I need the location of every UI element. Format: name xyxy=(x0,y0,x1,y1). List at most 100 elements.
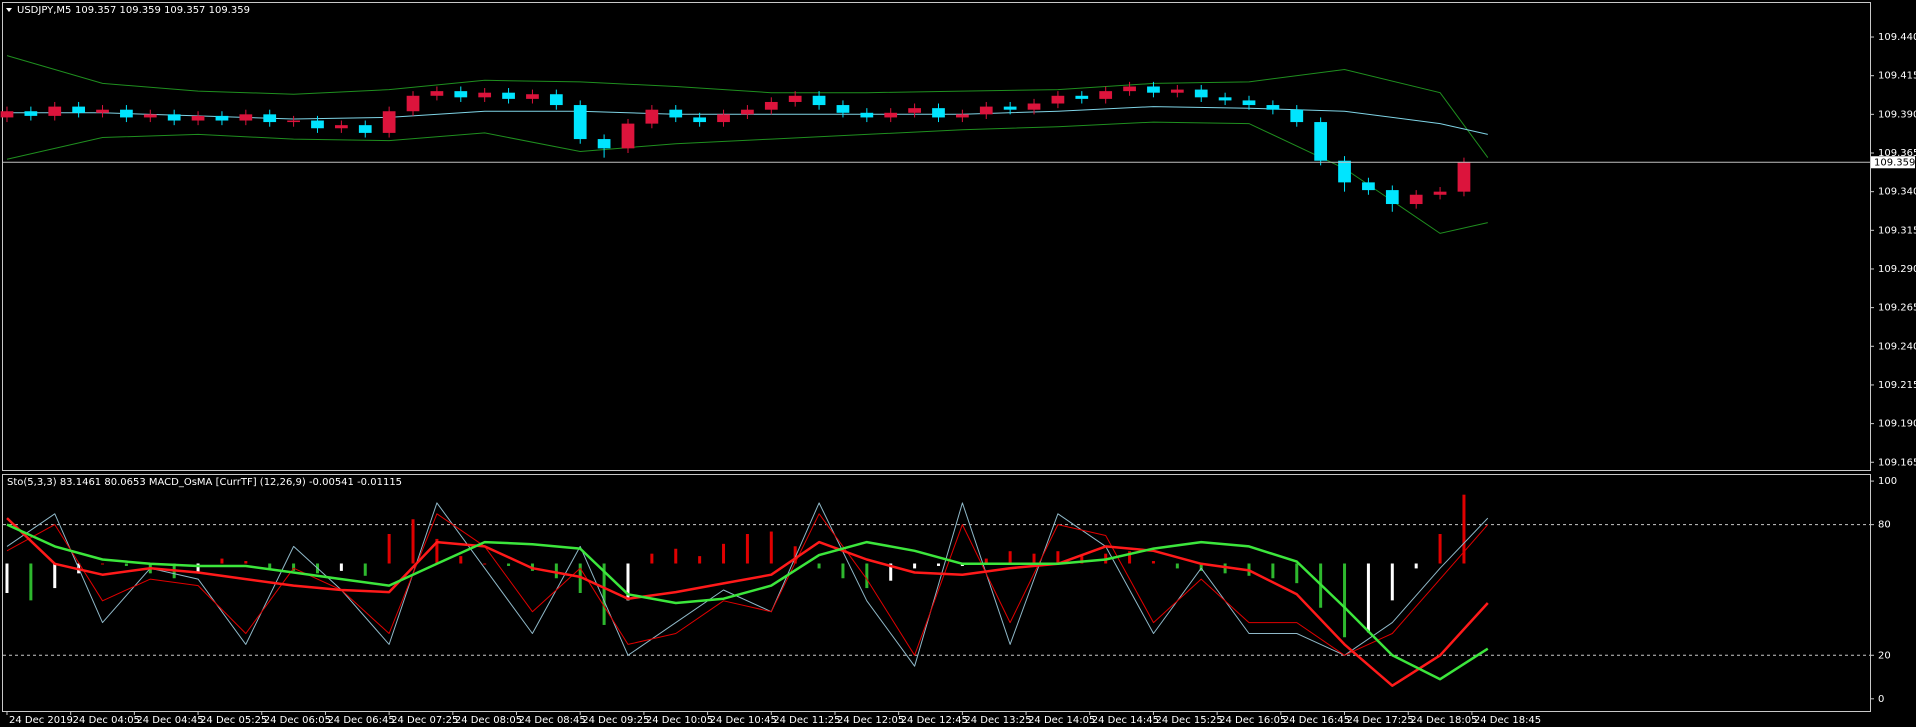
x-tick-label: 24 Dec 05:25 xyxy=(200,715,267,726)
candle-body xyxy=(1385,190,1399,205)
y-tick-label: 109.265 xyxy=(1878,303,1916,314)
histogram-bar xyxy=(698,556,702,564)
overlay-line xyxy=(6,121,1488,234)
candle-body xyxy=(526,94,539,99)
candle-body xyxy=(143,114,157,118)
histogram-bar xyxy=(626,563,630,601)
histogram-bar xyxy=(769,531,773,564)
histogram-bar xyxy=(1414,563,1418,569)
x-tick-label: 24 Dec 06:45 xyxy=(327,715,394,726)
histogram-bar xyxy=(722,543,726,564)
candle-body xyxy=(1099,91,1113,99)
histogram-bar xyxy=(817,563,821,569)
histogram-bar xyxy=(5,563,9,593)
histogram-bar xyxy=(1462,494,1466,564)
histogram-bar xyxy=(101,563,105,565)
y-tick-label: 0 xyxy=(1878,694,1884,705)
candle-body xyxy=(120,109,133,118)
candle-body xyxy=(48,106,62,116)
histogram-bar xyxy=(1175,563,1179,569)
histogram-bar xyxy=(1080,556,1084,564)
y-tick-label: 109.290 xyxy=(1878,264,1916,275)
candle-body xyxy=(1409,194,1423,205)
candle-body xyxy=(741,109,754,115)
x-tick-label: 24 Dec 08:45 xyxy=(519,715,586,726)
histogram-bar xyxy=(435,538,439,564)
x-tick-label: 24 Dec 18:45 xyxy=(1474,715,1541,726)
y-tick-label: 80 xyxy=(1878,520,1891,531)
histogram-bar xyxy=(339,563,343,571)
histogram-bar xyxy=(363,563,367,576)
x-tick-label: 24 Dec 13:25 xyxy=(964,715,1031,726)
candle-body xyxy=(454,91,468,98)
x-tick-label: 24 Dec 07:25 xyxy=(391,715,458,726)
current-price-label: 109.359 xyxy=(1874,157,1915,168)
candle-body xyxy=(1194,89,1208,98)
y-tick-label: 100 xyxy=(1878,476,1897,487)
histogram-bar xyxy=(1056,551,1060,564)
overlay-line xyxy=(6,55,1489,158)
x-tick-label: 24 Dec 2019 xyxy=(9,715,73,726)
candle-body xyxy=(1338,160,1351,183)
candle-body xyxy=(1266,105,1280,110)
histogram-bar xyxy=(650,553,654,564)
candle-body xyxy=(812,95,826,106)
histogram-bar xyxy=(841,563,845,579)
x-tick-label: 24 Dec 16:45 xyxy=(1283,715,1350,726)
candle-body xyxy=(406,95,420,112)
candle-body xyxy=(884,112,898,118)
candle-body xyxy=(1314,122,1328,161)
histogram-bar xyxy=(1343,563,1347,638)
y-tick-label: 109.315 xyxy=(1878,225,1916,236)
symbol-title: USDJPY,M5 xyxy=(17,5,71,16)
y-tick-label: 20 xyxy=(1878,650,1891,661)
histogram-bar xyxy=(268,563,272,569)
x-tick-label: 24 Dec 08:05 xyxy=(455,715,522,726)
candle-body xyxy=(0,111,14,118)
candle-body xyxy=(645,109,659,124)
y-tick-label: 109.165 xyxy=(1878,457,1916,468)
histogram-bar xyxy=(1032,553,1036,564)
indicator-title: Sto(5,3,3) 83.1461 80.0653 MACD_OsMA [Cu… xyxy=(7,477,402,488)
candle-body xyxy=(1003,106,1017,110)
candle-body xyxy=(1027,103,1041,110)
candle-body xyxy=(860,112,874,118)
y-tick-label: 109.390 xyxy=(1878,109,1916,120)
candle-body xyxy=(358,125,372,133)
candle-body xyxy=(430,91,444,96)
candle-body xyxy=(979,106,993,115)
x-tick-label: 24 Dec 15:25 xyxy=(1155,715,1222,726)
x-tick-label: 24 Dec 18:05 xyxy=(1410,715,1477,726)
candle-body xyxy=(549,94,563,106)
candle-body xyxy=(1242,100,1256,106)
candle-body xyxy=(311,120,324,129)
histogram-bar xyxy=(220,558,224,564)
histogram-bar xyxy=(1366,563,1370,633)
histogram-bar xyxy=(483,563,487,565)
histogram-bar xyxy=(1438,534,1442,564)
candle-body xyxy=(836,105,850,113)
x-tick-label: 24 Dec 12:05 xyxy=(837,715,904,726)
candle-body xyxy=(908,108,921,113)
candle-body xyxy=(1051,95,1065,104)
histogram-bar xyxy=(865,563,869,589)
x-tick-label: 24 Dec 04:05 xyxy=(73,715,140,726)
y-tick-label: 109.365 xyxy=(1878,148,1916,159)
candle-body xyxy=(1170,89,1184,93)
x-tick-label: 24 Dec 16:05 xyxy=(1219,715,1286,726)
histogram-bar xyxy=(602,563,606,625)
candle-body xyxy=(1362,182,1375,191)
histogram-bar xyxy=(936,563,940,566)
indicator-line xyxy=(6,513,1489,656)
histogram-bar xyxy=(196,563,200,574)
x-tick-label: 24 Dec 10:05 xyxy=(646,715,713,726)
x-tick-label: 24 Dec 11:25 xyxy=(773,715,840,726)
y-tick-label: 109.415 xyxy=(1878,71,1916,82)
candle-body xyxy=(239,114,253,121)
candle-body xyxy=(191,115,205,121)
candle-body xyxy=(334,125,348,129)
menu-arrow[interactable] xyxy=(6,8,12,12)
histogram-bar xyxy=(244,561,248,564)
candle-body xyxy=(1290,109,1304,123)
